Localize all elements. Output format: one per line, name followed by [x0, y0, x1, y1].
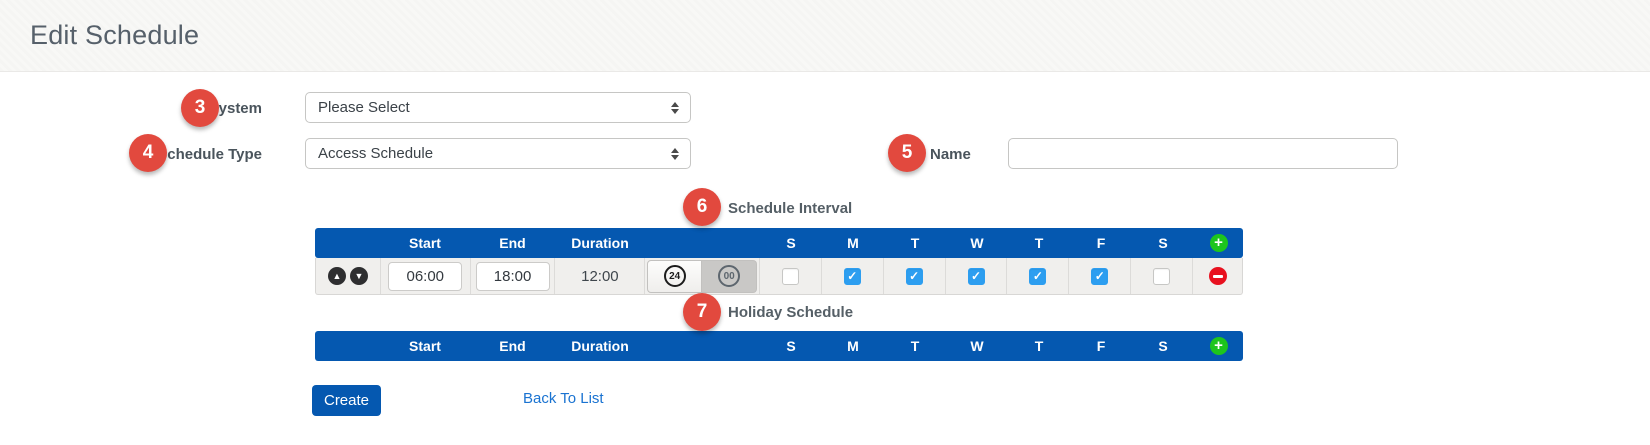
column-header-reorder: [315, 228, 380, 258]
column-header-format: [645, 331, 760, 361]
column-header-reorder: [315, 331, 380, 361]
add-row-icon[interactable]: [1209, 234, 1228, 252]
remove-row-icon[interactable]: [1208, 267, 1227, 285]
column-header-sun: S: [786, 338, 796, 354]
column-header-mon: M: [847, 338, 859, 354]
column-header-wed: W: [970, 338, 984, 354]
step-badge-6: 6: [683, 188, 721, 226]
column-header-wed: W: [970, 235, 984, 251]
column-header-sat: S: [1158, 235, 1168, 251]
checkbox-sat[interactable]: [1153, 267, 1171, 285]
name-input[interactable]: [1008, 138, 1398, 169]
step-badge-4: 4: [129, 134, 167, 172]
step-badge-5: 5: [888, 134, 926, 172]
schedule-type-select-value: Access Schedule: [318, 145, 434, 162]
checkbox-thu[interactable]: [1029, 267, 1047, 285]
column-header-tue: T: [910, 235, 920, 251]
column-header-end: End: [499, 235, 526, 251]
column-header-sun: S: [786, 235, 796, 251]
add-holiday-row-icon[interactable]: [1209, 337, 1228, 355]
schedule-interval-row: 12:00 24 00: [315, 258, 1243, 295]
column-header-sat: S: [1158, 338, 1168, 354]
select-caret-icon: [671, 147, 679, 160]
holiday-schedule-table: Start End Duration S M T W T F S: [315, 331, 1243, 361]
checkbox-mon[interactable]: [843, 267, 861, 285]
checkbox-tue[interactable]: [905, 267, 923, 285]
page-title: Edit Schedule: [30, 20, 200, 50]
minute-format-00-button[interactable]: 00: [702, 259, 758, 293]
holiday-schedule-header-row: Start End Duration S M T W T F S: [315, 331, 1243, 361]
back-to-list-link[interactable]: Back To List: [523, 390, 604, 407]
minute-format-00-icon: 00: [718, 265, 741, 287]
schedule-type-label: Schedule Type: [157, 146, 262, 163]
column-header-thu: T: [1034, 338, 1044, 354]
move-row-down-button[interactable]: [349, 267, 368, 285]
step-badge-3: 3: [181, 89, 219, 127]
schedule-interval-title: Schedule Interval: [728, 200, 853, 217]
column-header-thu: T: [1034, 235, 1044, 251]
column-header-mon: M: [847, 235, 859, 251]
step-badge-7: 7: [683, 293, 721, 331]
column-header-start: Start: [409, 338, 441, 354]
schedule-interval-header-row: Start End Duration S M T W T F S: [315, 228, 1243, 258]
system-select[interactable]: Please Select: [305, 92, 691, 123]
checkbox-fri[interactable]: [1091, 267, 1109, 285]
holiday-schedule-title: Holiday Schedule: [728, 304, 854, 321]
column-header-fri: F: [1096, 338, 1106, 354]
column-header-duration: Duration: [571, 235, 629, 251]
start-time-input[interactable]: [388, 261, 463, 291]
schedule-interval-table: Start End Duration S M T W T F S 12:00 2…: [315, 228, 1243, 295]
hour-format-24-icon: 24: [663, 265, 686, 287]
schedule-type-select[interactable]: Access Schedule: [305, 138, 691, 169]
end-time-input[interactable]: [475, 261, 550, 291]
create-button[interactable]: Create: [312, 385, 381, 416]
column-header-start: Start: [409, 235, 441, 251]
column-header-format: [645, 228, 760, 258]
move-row-up-button[interactable]: [327, 267, 346, 285]
checkbox-sun[interactable]: [781, 267, 799, 285]
column-header-end: End: [499, 338, 526, 354]
duration-value: 12:00: [581, 267, 619, 285]
system-label: System: [208, 100, 262, 117]
checkbox-wed[interactable]: [967, 267, 985, 285]
column-header-tue: T: [910, 338, 920, 354]
select-caret-icon: [671, 101, 679, 114]
column-header-fri: F: [1096, 235, 1106, 251]
page-header: Edit Schedule: [0, 0, 1650, 72]
name-label: Name: [930, 146, 971, 163]
hour-format-24-button[interactable]: 24: [647, 259, 703, 293]
column-header-duration: Duration: [571, 338, 629, 354]
system-select-value: Please Select: [318, 99, 410, 116]
